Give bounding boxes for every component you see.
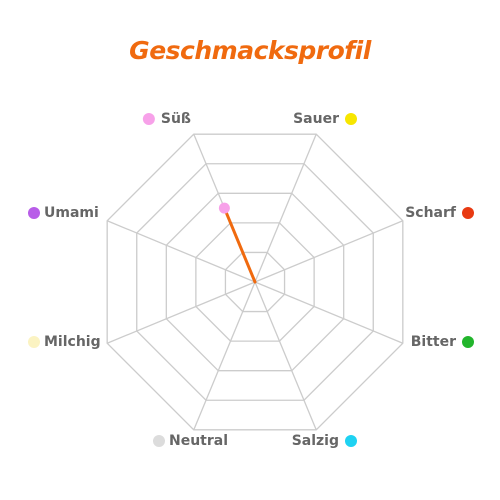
axis-label-group: Umami xyxy=(28,205,99,221)
axis-label: Sauer xyxy=(293,111,339,127)
axis-label-group: Sauer xyxy=(293,111,357,127)
axis-label-group: Süß xyxy=(142,111,191,127)
axis-label-group: Neutral xyxy=(153,433,228,449)
axis-label-group: Milchig xyxy=(28,334,101,350)
axis-label: Scharf xyxy=(405,205,457,221)
radar-series xyxy=(218,202,257,284)
axis-spoke xyxy=(254,281,317,431)
axis-label: Neutral xyxy=(169,433,228,449)
legend-dot xyxy=(345,113,357,125)
legend-dot xyxy=(28,336,40,348)
legend-dot xyxy=(462,207,474,219)
axis-spoke xyxy=(254,133,317,283)
axis-spoke xyxy=(193,281,256,431)
data-point xyxy=(218,202,230,214)
axis-label: Salzig xyxy=(292,433,339,449)
axis-label: Milchig xyxy=(44,334,101,350)
legend-dot xyxy=(462,336,474,348)
axis-label: Süß xyxy=(161,111,191,127)
axis-spoke xyxy=(106,220,256,283)
legend-dot xyxy=(153,435,165,447)
axis-label-group: Scharf xyxy=(405,205,474,221)
axis-spoke xyxy=(254,220,404,283)
axis-spoke xyxy=(254,281,404,344)
legend-dot xyxy=(345,435,357,447)
axis-label-group: Bitter xyxy=(411,334,474,350)
legend-dot xyxy=(142,113,155,125)
chart-title: Geschmacksprofil xyxy=(129,36,371,65)
axis-spoke xyxy=(106,281,256,344)
axis-label: Bitter xyxy=(411,334,456,350)
radar-labels: Süß Sauer Scharf Bitter Salzig Neutral Milchig… xyxy=(28,111,474,449)
axis-label: Umami xyxy=(44,205,99,221)
axis-label-group: Salzig xyxy=(292,433,357,449)
legend-dot xyxy=(28,207,40,219)
series-line xyxy=(222,206,257,284)
